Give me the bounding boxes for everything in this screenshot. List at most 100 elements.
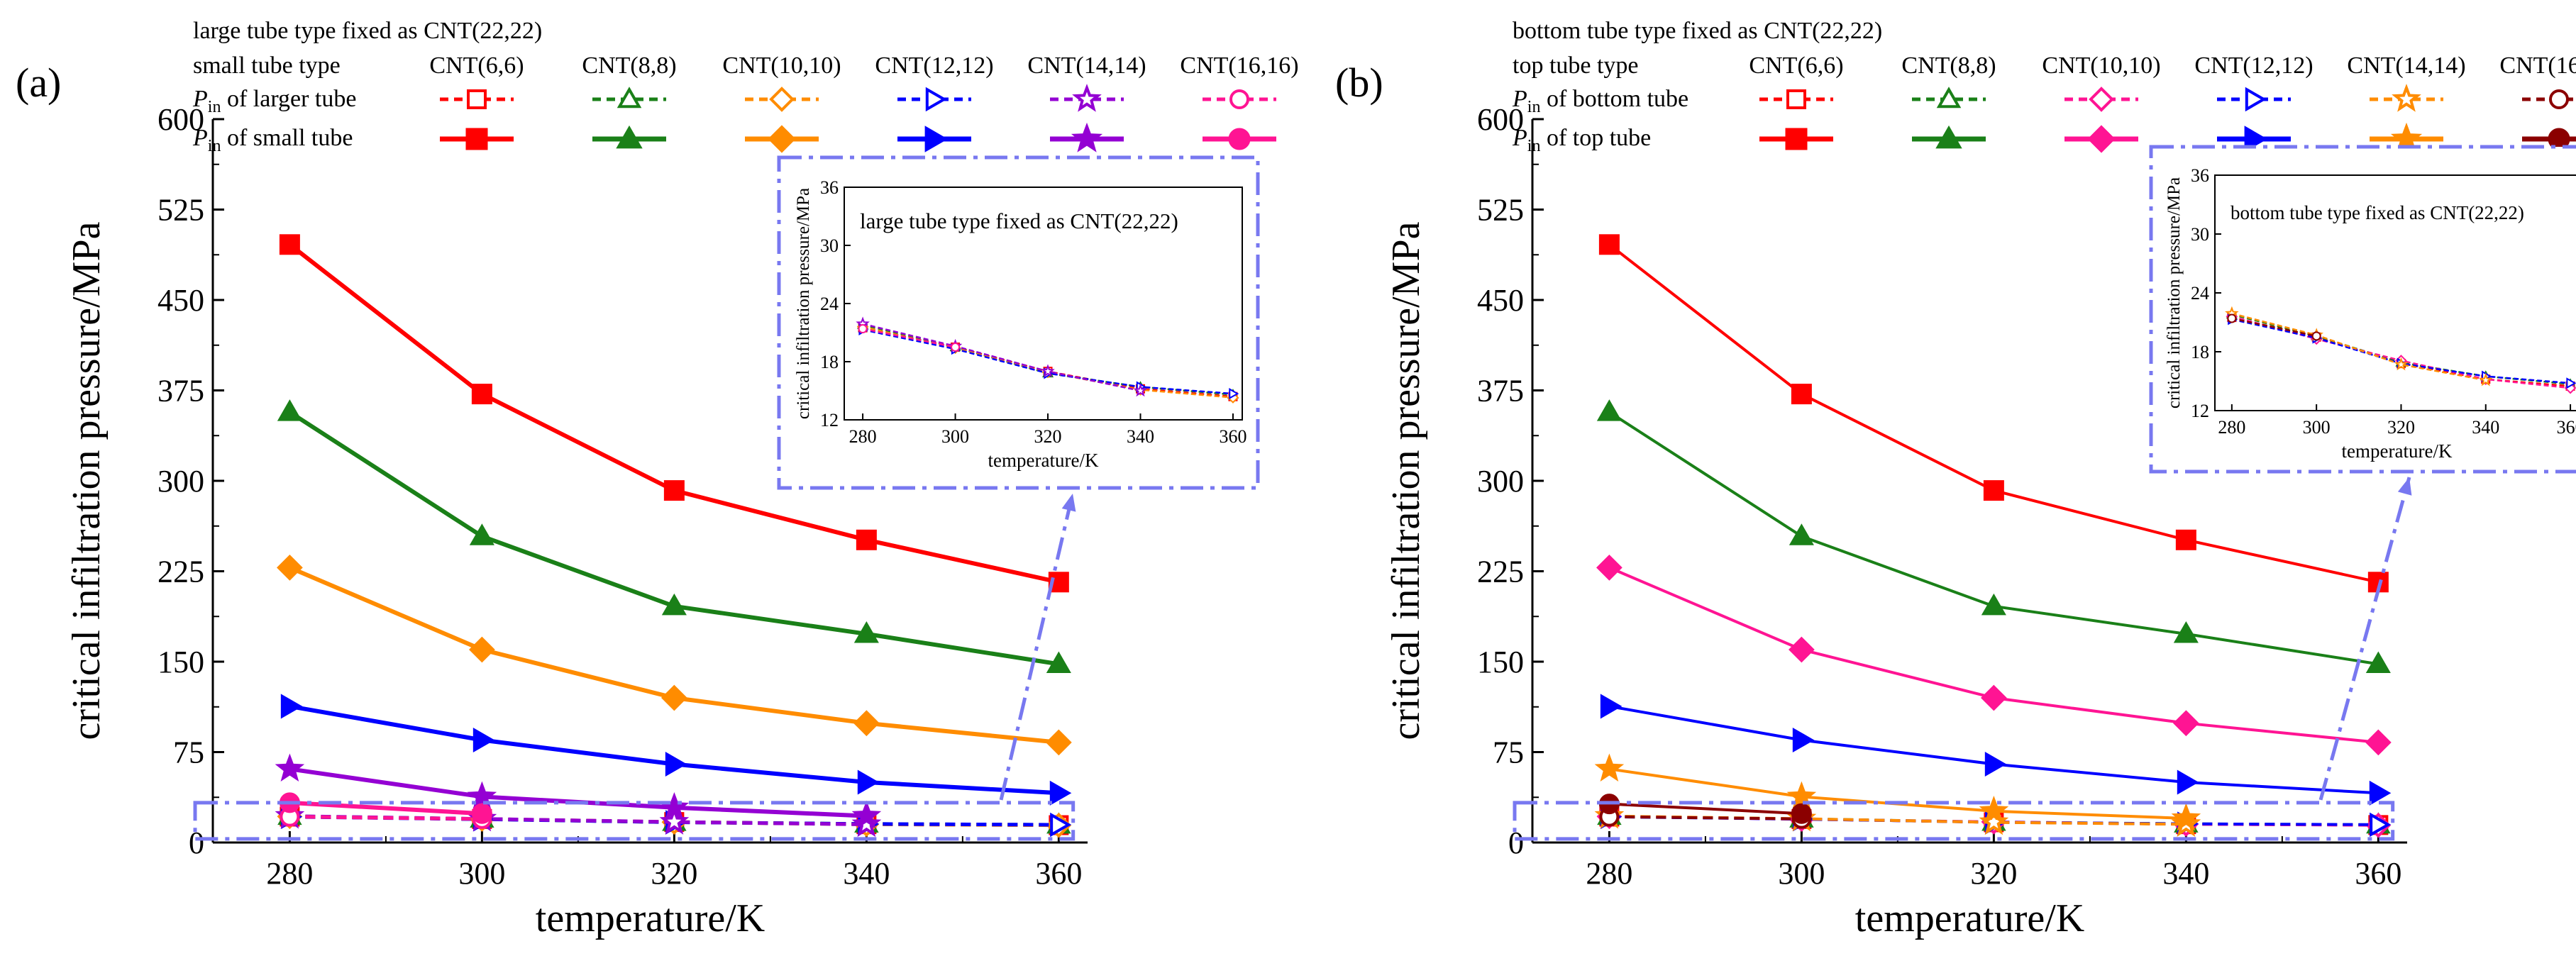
- legend-entry-label: CNT(12,12): [2194, 52, 2313, 79]
- inset-chart: 12 18 24 30 36 280 300 320 340 360 temperature/K cr…: [794, 177, 1246, 471]
- zoom-arrowhead: [2397, 477, 2412, 496]
- series-small-cnt1010: [277, 555, 1072, 756]
- inset-x-tick-label: 360: [2557, 417, 2576, 438]
- data-point: [1791, 384, 1812, 405]
- data-point: [2370, 812, 2392, 838]
- data-point: [1984, 751, 2007, 777]
- x-tick-label: 300: [1778, 856, 1825, 891]
- legend-entry-label: CNT(16,16): [2499, 52, 2576, 79]
- legend-marker-open: [1936, 87, 1962, 109]
- data-point: [2177, 769, 2199, 795]
- inset-x-tick-label: 280: [2218, 417, 2245, 438]
- data-point: [663, 480, 685, 501]
- series-top-cnt1010: [1596, 555, 2392, 756]
- inset-y-tick-label: 18: [2191, 342, 2209, 362]
- legend-entry-label: CNT(6,6): [1749, 52, 1843, 79]
- legend-marker-open: [617, 87, 642, 109]
- y-axis-label: critical infiltration pressure/MPa: [1384, 221, 1428, 740]
- inset-y-tick-label: 12: [2191, 401, 2209, 421]
- inset-series-line: [2231, 317, 2317, 338]
- panel-label: (b): [1335, 60, 1383, 106]
- x-tick-label: 340: [843, 856, 890, 891]
- legend-row-label-larger: Pin of bottom tube: [1512, 86, 1688, 116]
- inset-x-tick-label: 340: [1127, 426, 1154, 447]
- series-line: [1609, 767, 2187, 820]
- inset-x-tick-label: 320: [2387, 417, 2415, 438]
- data-point: [1598, 234, 1620, 255]
- row-text: of larger tube: [221, 86, 356, 112]
- legend-marker-open: [769, 87, 795, 112]
- x-axis-label: temperature/K: [536, 896, 765, 940]
- data-point: [469, 636, 495, 663]
- x-tick-label: 320: [1970, 856, 2017, 891]
- inset-y-tick-label: 18: [820, 352, 839, 372]
- series-line: [1609, 704, 2379, 795]
- inset-y-tick-label: 36: [820, 177, 839, 198]
- data-point: [1789, 523, 1814, 545]
- inset-data-point: [2566, 377, 2576, 389]
- legend-marker-filled: [924, 126, 949, 152]
- data-point: [2369, 780, 2392, 806]
- p-subscript: in: [1527, 98, 1541, 116]
- inset-data-point: [2394, 357, 2409, 371]
- inset-data-point: [1041, 364, 1055, 378]
- inset-x-tick-label: 300: [941, 426, 969, 447]
- data-point: [661, 684, 687, 711]
- inset-x-axis-label: temperature/K: [988, 450, 1099, 471]
- data-point: [1050, 812, 1072, 838]
- inset-x-tick-label: 300: [2303, 417, 2331, 438]
- data-point: [2173, 621, 2199, 643]
- data-point: [1600, 694, 1623, 719]
- data-point: [1981, 593, 2006, 616]
- inset-x-tick-label: 340: [2472, 417, 2499, 438]
- data-point: [471, 803, 492, 824]
- x-tick-label: 300: [458, 856, 505, 891]
- legend-row-label-larger: Pin of larger tube: [192, 86, 356, 116]
- y-tick-label: 525: [1477, 193, 1524, 228]
- data-point: [2171, 803, 2201, 831]
- p-symbol: P: [1512, 125, 1527, 151]
- data-point: [857, 769, 880, 795]
- legend-marker-open: [2392, 84, 2421, 112]
- legend-marker-open: [2549, 89, 2569, 109]
- legend-marker-open: [2089, 87, 2114, 112]
- y-tick-label: 225: [1477, 555, 1524, 589]
- zoom-connector: [2318, 477, 2411, 801]
- legend-marker-filled: [2244, 126, 2268, 152]
- y-tick-label: 300: [157, 464, 204, 499]
- data-point: [471, 384, 492, 405]
- inset-title: bottom tube type fixed as CNT(22,22): [2230, 202, 2524, 223]
- x-tick-label: 360: [2355, 856, 2401, 891]
- legend-marker-filled: [768, 125, 796, 153]
- series-small-cnt88: [277, 399, 1071, 673]
- row-text: of small tube: [221, 125, 353, 151]
- data-point: [1596, 399, 1622, 421]
- inset-data-point: [858, 324, 868, 334]
- panel-a: (a) large tube type fixed as CNT(22,22) sm…: [16, 18, 1299, 940]
- inset-series-line: [2231, 312, 2486, 382]
- data-point: [472, 727, 495, 753]
- legend-entry-label: CNT(10,10): [2042, 52, 2160, 79]
- y-tick-label: 0: [1508, 825, 1524, 860]
- y-tick-label: 75: [1493, 735, 1524, 770]
- legend-marker-open: [1786, 89, 1806, 109]
- inset-data-point: [2227, 313, 2237, 323]
- x-tick-label: 340: [2162, 856, 2209, 891]
- data-point: [2365, 729, 2392, 756]
- inset-title: large tube type fixed as CNT(22,22): [860, 208, 1178, 233]
- data-point: [277, 555, 303, 581]
- inset-x-tick-label: 280: [849, 426, 877, 447]
- legend-marker-filled: [1071, 122, 1103, 152]
- p-subscript: in: [208, 98, 221, 116]
- data-point: [665, 751, 687, 777]
- data-point: [1979, 806, 2009, 835]
- legend-marker-open: [467, 89, 487, 109]
- legend-entry-label: CNT(14,14): [2347, 52, 2465, 79]
- inset-data-point: [1133, 383, 1148, 397]
- inset-y-tick-label: 30: [2191, 224, 2209, 245]
- series-line: [1609, 815, 1802, 821]
- y-tick-label: 450: [157, 283, 204, 318]
- legend-marker-filled: [2087, 125, 2116, 153]
- inset-y-tick-label: 24: [820, 294, 839, 314]
- y-tick-label: 0: [189, 825, 204, 860]
